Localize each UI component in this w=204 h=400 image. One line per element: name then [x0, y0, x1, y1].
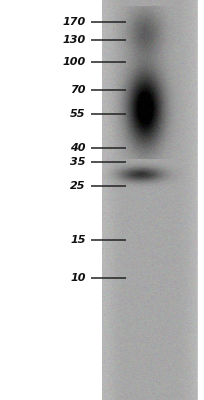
Text: 170: 170 [62, 17, 86, 27]
Text: 15: 15 [70, 235, 86, 245]
Text: 35: 35 [70, 157, 86, 167]
Text: 100: 100 [62, 57, 86, 67]
Bar [0, 0, 102, 400]
Text: 25: 25 [70, 181, 86, 191]
Text: 10: 10 [70, 273, 86, 283]
Text: 70: 70 [70, 85, 86, 95]
Text: 55: 55 [70, 109, 86, 119]
Bar [198, 0, 204, 400]
Text: 40: 40 [70, 143, 86, 153]
Text: 130: 130 [62, 35, 86, 45]
